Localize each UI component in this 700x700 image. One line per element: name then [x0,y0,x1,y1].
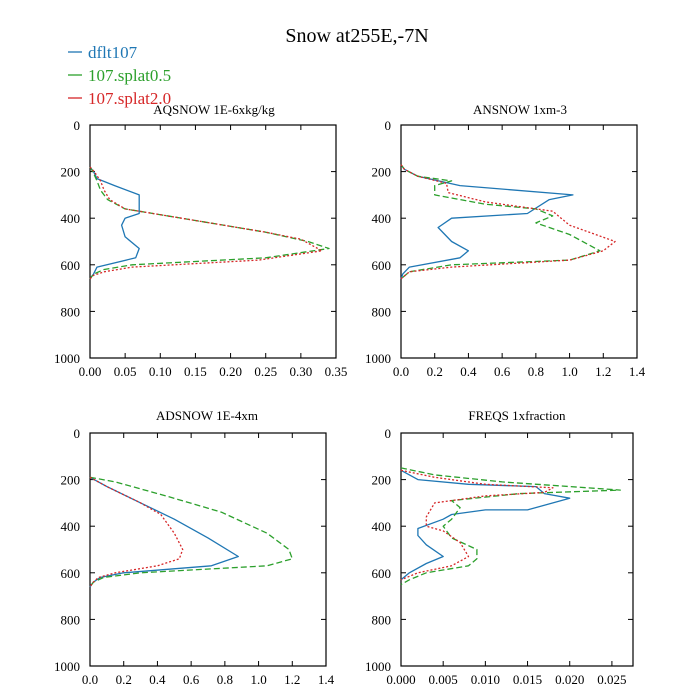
y-tick-label: 400 [372,211,392,226]
x-tick-label: 0.00 [79,364,102,379]
x-tick-label: 0.0 [393,364,409,379]
data-lines [89,476,293,588]
panel-freqs: FREQS 1xfraction 0.000 0.005 0.010 0.015 0.0… [365,408,634,687]
x-tick-label: 0.4 [460,364,477,379]
x-tick-label: 1.2 [595,364,611,379]
y-tick-label: 400 [61,519,81,534]
x-tick-label: 0.015 [513,672,542,687]
x-tick-label: 0.6 [183,672,200,687]
axis-ticks: 0.0 0.2 0.4 0.6 0.8 1.0 1.2 1.4 0 200 400 600 800 100… [54,426,335,687]
y-tick-label: 800 [372,612,392,627]
y-tick-label: 1000 [54,351,80,366]
y-tick-label: 800 [61,612,81,627]
x-tick-label: 0.10 [149,364,172,379]
y-tick-label: 0 [74,426,81,441]
x-tick-label: 0.0 [82,672,98,687]
panel-title: FREQS 1xfraction [468,408,566,423]
panel-title: ANSNOW 1xm-3 [473,102,567,117]
x-tick-label: 0.020 [555,672,584,687]
x-tick-label: 0.35 [325,364,348,379]
x-tick-label: 0.25 [254,364,277,379]
series-line-dflt107 [400,164,574,280]
y-tick-label: 0 [74,118,81,133]
plot-frame [400,124,638,359]
x-tick-label: 1.0 [250,672,266,687]
legend-label-dflt107: dflt107 [88,43,138,62]
series-line-107.splat2.0 [400,164,616,280]
x-tick-label: 1.4 [629,364,646,379]
series-line-107.splat0.5 [89,476,293,588]
x-tick-label: 1.4 [318,672,335,687]
y-tick-label: 200 [61,165,81,180]
x-tick-label: 0.05 [114,364,137,379]
figure-title: Snow at255E,-7N [285,25,428,47]
legend-label-splat0.5: 107.splat0.5 [88,66,171,85]
series-line-107.splat0.5 [400,467,621,586]
y-tick-label: 0 [385,118,392,133]
legend-label-splat2.0: 107.splat2.0 [88,89,171,108]
y-tick-label: 200 [372,473,392,488]
x-tick-label: 0.005 [429,672,458,687]
panel-aqsnow: AQSNOW 1E-6xkg/kg 0.00 0.05 0.10 0.15 0.20 0.… [54,102,347,379]
series-line-107.splat2.0 [400,469,554,581]
panel-title: AQSNOW 1E-6xkg/kg [153,102,275,117]
y-tick-label: 600 [61,258,81,273]
data-lines [400,164,616,280]
y-tick-label: 400 [61,211,81,226]
series-line-107.splat2.0 [89,476,184,588]
y-tick-label: 1000 [54,659,80,674]
data-lines [89,166,330,280]
y-tick-label: 400 [372,519,392,534]
axis-ticks: 0.000 0.005 0.010 0.015 0.020 0.025 0 200 400 600… [365,426,633,687]
x-tick-label: 0.8 [217,672,233,687]
y-tick-label: 800 [372,304,392,319]
series-line-dflt107 [89,476,239,588]
panel-title: ADSNOW 1E-4xm [156,408,258,423]
x-tick-label: 0.8 [528,364,544,379]
x-tick-label: 0.2 [427,364,443,379]
axis-ticks: 0.00 0.05 0.10 0.15 0.20 0.25 0.30 0.35 0 200 400 6… [54,118,347,379]
x-tick-label: 0.010 [471,672,500,687]
plot-frame [89,124,337,359]
x-tick-label: 0.15 [184,364,207,379]
y-tick-label: 200 [61,473,81,488]
panel-adsnow: ADSNOW 1E-4xm 0.0 0.2 0.4 0.6 0.8 1.0 1.2 1.4 0 2… [54,408,335,687]
y-tick-label: 800 [61,304,81,319]
x-tick-label: 0.025 [597,672,626,687]
series-line-107.splat2.0 [89,166,323,280]
x-tick-label: 0.20 [219,364,242,379]
plot-frame [89,432,327,667]
legend: dflt107 107.splat0.5 107.splat2.0 [68,43,171,108]
y-tick-label: 200 [372,165,392,180]
data-lines [400,467,621,586]
y-tick-label: 600 [61,566,81,581]
series-line-107.splat0.5 [89,166,330,280]
x-tick-label: 1.0 [561,364,577,379]
y-tick-label: 1000 [365,659,391,674]
y-tick-label: 0 [385,426,392,441]
x-tick-label: 0.4 [149,672,166,687]
y-tick-label: 600 [372,566,392,581]
x-tick-label: 1.2 [284,672,300,687]
x-tick-label: 0.6 [494,364,511,379]
y-tick-label: 1000 [365,351,391,366]
y-tick-label: 600 [372,258,392,273]
x-tick-label: 0.000 [386,672,415,687]
x-tick-label: 0.30 [289,364,312,379]
axis-ticks: 0.0 0.2 0.4 0.6 0.8 1.0 1.2 1.4 0 200 400 600 800 100… [365,118,646,379]
panel-ansnow: ANSNOW 1xm-3 0.0 0.2 0.4 0.6 0.8 1.0 1.2 1.4 0 20… [365,102,646,379]
series-line-107.splat0.5 [400,164,601,280]
plot-frame [400,432,634,667]
x-tick-label: 0.2 [116,672,132,687]
